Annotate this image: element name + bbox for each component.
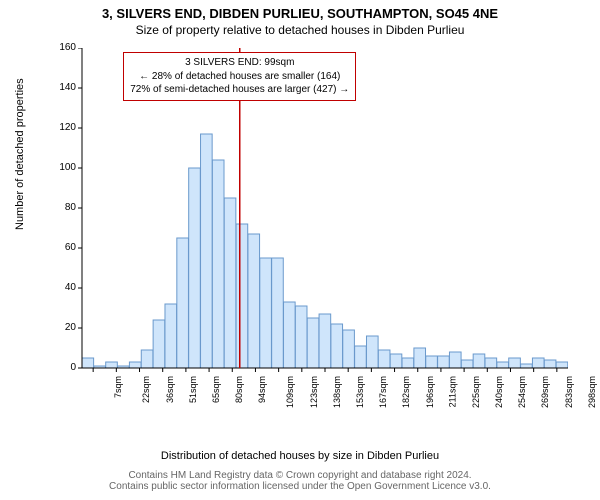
xtick-label: 298sqm — [587, 376, 597, 408]
bar — [141, 350, 153, 368]
bar — [378, 350, 390, 368]
bar — [544, 360, 556, 368]
xtick-label: 269sqm — [541, 376, 551, 408]
bar — [532, 358, 544, 368]
ytick-label: 120 — [48, 122, 76, 133]
bar — [284, 302, 296, 368]
xtick-label: 51sqm — [188, 376, 198, 403]
bar — [461, 360, 473, 368]
xtick-label: 167sqm — [378, 376, 388, 408]
bar — [521, 364, 533, 368]
xtick-label: 240sqm — [494, 376, 504, 408]
bar — [212, 160, 224, 368]
bar — [248, 234, 260, 368]
xtick-label: 225sqm — [471, 376, 481, 408]
bar — [390, 354, 402, 368]
xtick-label: 283sqm — [564, 376, 574, 408]
ytick-label: 20 — [48, 322, 76, 333]
bar — [272, 258, 284, 368]
bar — [82, 358, 94, 368]
xtick-label: 123sqm — [309, 376, 319, 408]
bar — [129, 362, 141, 368]
xtick-label: 109sqm — [285, 376, 295, 408]
xtick-label: 138sqm — [332, 376, 342, 408]
bar — [556, 362, 568, 368]
bar — [426, 356, 438, 368]
bar — [295, 306, 307, 368]
x-axis-label: Distribution of detached houses by size … — [0, 450, 600, 462]
chart-area: 020406080100120140160 7sqm22sqm36sqm51sq… — [48, 48, 568, 418]
xtick-label: 7sqm — [113, 376, 123, 398]
bar — [153, 320, 165, 368]
bar — [165, 304, 177, 368]
annotation-box: 3 SILVERS END: 99sqm ← 28% of detached h… — [123, 52, 356, 101]
footer-line2: Contains public sector information licen… — [0, 481, 600, 492]
bar — [201, 134, 213, 368]
bar — [438, 356, 450, 368]
chart-svg — [48, 48, 568, 418]
ytick-label: 80 — [48, 202, 76, 213]
bar — [473, 354, 485, 368]
annotation-line3: 72% of semi-detached houses are larger (… — [130, 83, 349, 97]
annotation-line1: 3 SILVERS END: 99sqm — [130, 56, 349, 70]
xtick-label: 196sqm — [425, 376, 435, 408]
xtick-label: 254sqm — [517, 376, 527, 408]
xtick-label: 36sqm — [165, 376, 175, 403]
bar — [355, 346, 367, 368]
footer: Contains HM Land Registry data © Crown c… — [0, 470, 600, 492]
bar — [485, 358, 497, 368]
bar — [449, 352, 461, 368]
bar — [509, 358, 521, 368]
xtick-label: 153sqm — [355, 376, 365, 408]
xtick-label: 80sqm — [234, 376, 244, 403]
ytick-label: 40 — [48, 282, 76, 293]
xtick-label: 94sqm — [257, 376, 267, 403]
xtick-label: 211sqm — [447, 376, 457, 407]
bar — [414, 348, 426, 368]
bar — [366, 336, 378, 368]
bar — [331, 324, 343, 368]
annotation-line2: ← 28% of detached houses are smaller (16… — [130, 70, 349, 84]
xtick-label: 182sqm — [401, 376, 411, 408]
footer-line1: Contains HM Land Registry data © Crown c… — [0, 470, 600, 481]
bar — [177, 238, 189, 368]
bar — [307, 318, 319, 368]
ytick-label: 160 — [48, 42, 76, 53]
bar — [189, 168, 201, 368]
title-line1: 3, SILVERS END, DIBDEN PURLIEU, SOUTHAMP… — [0, 6, 600, 21]
bar — [106, 362, 118, 368]
ytick-label: 0 — [48, 362, 76, 373]
bar — [497, 362, 509, 368]
bar — [343, 330, 355, 368]
bar — [260, 258, 272, 368]
ytick-label: 100 — [48, 162, 76, 173]
bar — [236, 224, 248, 368]
bar — [402, 358, 414, 368]
ytick-label: 60 — [48, 242, 76, 253]
xtick-label: 22sqm — [141, 376, 151, 403]
title-line2: Size of property relative to detached ho… — [0, 23, 600, 37]
bar — [224, 198, 236, 368]
bar — [319, 314, 331, 368]
xtick-label: 65sqm — [211, 376, 221, 403]
ytick-label: 140 — [48, 82, 76, 93]
y-axis-label: Number of detached properties — [14, 78, 26, 230]
